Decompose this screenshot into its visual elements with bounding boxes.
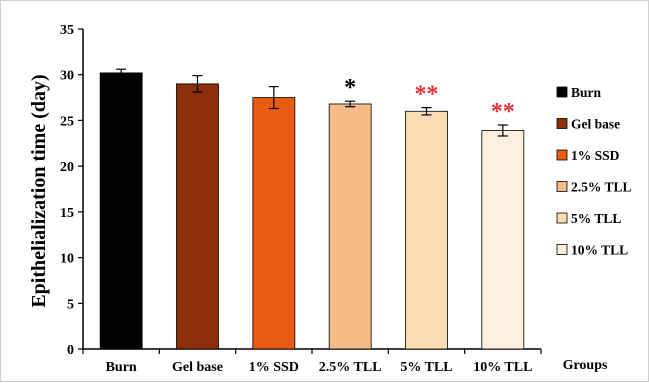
- legend-label: 5% TLL: [571, 211, 621, 226]
- legend-swatch: [556, 118, 568, 129]
- y-tick-label: 15: [60, 206, 74, 221]
- legend-swatch: [556, 181, 568, 192]
- bar: [328, 103, 372, 350]
- legend-label: 1% SSD: [571, 148, 620, 163]
- legend-swatch: [556, 244, 568, 255]
- bar: [176, 83, 219, 350]
- x-axis-label: Groups: [563, 358, 608, 373]
- y-tick-label: 30: [60, 69, 74, 84]
- bar: [405, 110, 448, 350]
- y-tick-label: 35: [60, 23, 74, 38]
- y-tick-label: 0: [67, 343, 74, 358]
- x-tick-label: 10% TLL: [473, 360, 532, 375]
- legend-swatch: [556, 149, 568, 161]
- x-tick-label: Gel base: [172, 360, 223, 375]
- significance-marker: **: [415, 82, 439, 108]
- x-tick-label: 2.5% TLL: [319, 360, 382, 375]
- y-axis-label: Epithelialization time (day): [28, 74, 50, 307]
- bar: [99, 72, 143, 350]
- legend-label: 2.5% TLL: [571, 180, 632, 195]
- axes: 0 5 10 15 20 25 30 35 Burn Gel base 1% SSD 2.5% TLL…: [60, 23, 542, 375]
- bar: [252, 97, 296, 350]
- legend-swatch: [556, 212, 568, 224]
- bars: * ****: [99, 68, 525, 350]
- y-tick-label: 20: [60, 160, 74, 175]
- y-tick-label: 10: [60, 252, 74, 267]
- x-tick-label: 5% TLL: [400, 360, 452, 375]
- y-tick-label: 25: [60, 114, 74, 129]
- legend-label: Gel base: [571, 117, 620, 132]
- significance-marker: *: [344, 75, 356, 101]
- legend: Burn Gel base 1% SSD 2.5% TLL 5% TLL 10% TLL: [556, 85, 632, 258]
- y-tick-label: 5: [67, 297, 74, 312]
- significance-marker: **: [491, 99, 515, 125]
- x-tick-label: Burn: [106, 360, 137, 375]
- legend-label: 10% TLL: [571, 243, 628, 258]
- bar: [481, 130, 525, 350]
- legend-swatch: [556, 86, 568, 98]
- x-tick-label: 1% SSD: [249, 360, 299, 375]
- legend-label: Burn: [571, 85, 602, 100]
